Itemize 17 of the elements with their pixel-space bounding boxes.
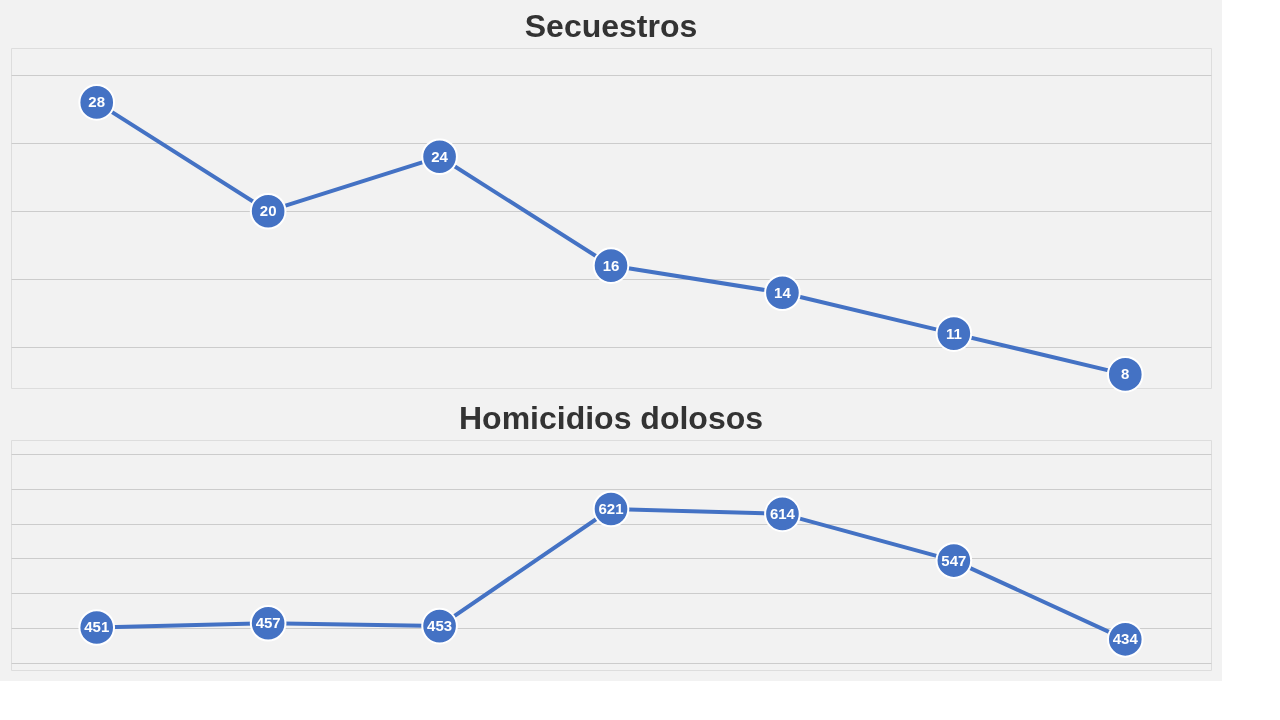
chart-title: Secuestros xyxy=(524,8,698,44)
data-label: 8 xyxy=(1121,365,1130,383)
data-label: 16 xyxy=(602,256,620,274)
data-label: 451 xyxy=(84,618,110,636)
data-label: 14 xyxy=(774,283,792,301)
data-label: 434 xyxy=(1112,630,1139,648)
data-label: 621 xyxy=(598,500,624,517)
data-label: 457 xyxy=(255,614,281,632)
data-label: 453 xyxy=(427,617,453,635)
data-label: 547 xyxy=(941,551,967,569)
data-label: 614 xyxy=(769,504,796,522)
data-label: 24 xyxy=(431,147,449,165)
data-label: 11 xyxy=(945,324,962,342)
chart-title: Homicidios dolosos xyxy=(458,400,764,436)
data-label: 20 xyxy=(259,202,277,220)
point xyxy=(1106,356,1144,393)
data-label: 28 xyxy=(88,93,106,111)
